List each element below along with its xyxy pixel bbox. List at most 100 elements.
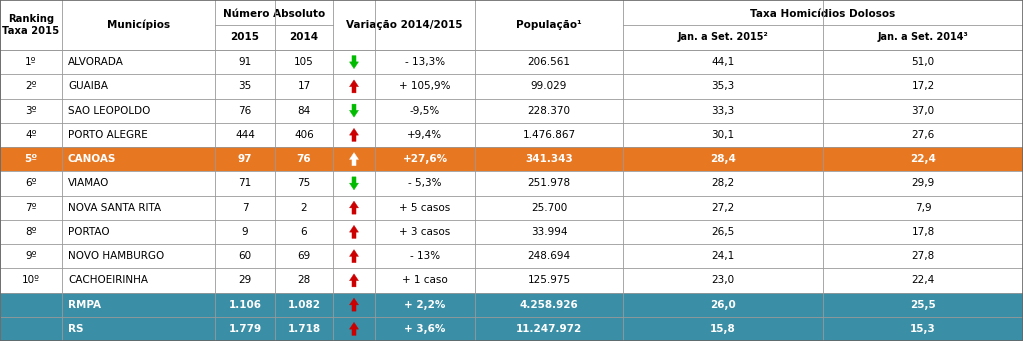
Text: RS: RS [68, 324, 84, 334]
Text: 2015: 2015 [230, 31, 260, 42]
Polygon shape [350, 104, 358, 117]
Text: 341.343: 341.343 [525, 154, 573, 164]
Text: + 3,6%: + 3,6% [404, 324, 446, 334]
Text: - 5,3%: - 5,3% [408, 178, 442, 188]
Text: NOVO HAMBURGO: NOVO HAMBURGO [68, 251, 165, 261]
Text: Variação 2014/2015: Variação 2014/2015 [346, 20, 462, 30]
Bar [0, 50, 1023, 74]
Text: 1.718: 1.718 [287, 324, 320, 334]
Text: 23,0: 23,0 [711, 276, 735, 285]
Polygon shape [350, 274, 358, 287]
Text: - 13%: - 13% [410, 251, 440, 261]
Text: SAO LEOPOLDO: SAO LEOPOLDO [68, 106, 150, 116]
Text: GUAIBA: GUAIBA [68, 81, 108, 91]
Text: 76: 76 [238, 106, 252, 116]
Bar [0, 147, 1023, 171]
Bar [0, 317, 1023, 341]
Text: 84: 84 [298, 106, 311, 116]
Text: 76: 76 [297, 154, 311, 164]
Text: 35: 35 [238, 81, 252, 91]
Text: CANOAS: CANOAS [68, 154, 117, 164]
Text: 105: 105 [295, 57, 314, 67]
Text: 6: 6 [301, 227, 307, 237]
Polygon shape [350, 56, 358, 69]
Text: 33,3: 33,3 [711, 106, 735, 116]
Text: População¹: População¹ [517, 20, 582, 30]
Text: 9: 9 [241, 227, 249, 237]
Bar [0, 293, 1023, 317]
Text: -9,5%: -9,5% [410, 106, 440, 116]
Text: 25.700: 25.700 [531, 203, 567, 213]
Text: 4º: 4º [26, 130, 37, 140]
Text: 10º: 10º [23, 276, 40, 285]
Text: + 1 caso: + 1 caso [402, 276, 448, 285]
Text: 7º: 7º [26, 203, 37, 213]
Text: NOVA SANTA RITA: NOVA SANTA RITA [68, 203, 162, 213]
Text: 206.561: 206.561 [528, 57, 571, 67]
Text: 28: 28 [298, 276, 311, 285]
Text: 17,8: 17,8 [911, 227, 935, 237]
Bar [0, 74, 1023, 99]
Text: + 5 casos: + 5 casos [399, 203, 450, 213]
Text: VIAMAO: VIAMAO [68, 178, 109, 188]
Polygon shape [350, 80, 358, 93]
Text: PORTO ALEGRE: PORTO ALEGRE [68, 130, 147, 140]
Text: 444: 444 [235, 130, 255, 140]
Text: 71: 71 [238, 178, 252, 188]
Text: - 13,3%: - 13,3% [405, 57, 445, 67]
Text: 22,4: 22,4 [910, 154, 936, 164]
Text: 29: 29 [238, 276, 252, 285]
Text: 29,9: 29,9 [911, 178, 935, 188]
Bar [0, 244, 1023, 268]
Text: + 2,2%: + 2,2% [404, 300, 446, 310]
Polygon shape [350, 153, 358, 166]
Bar [0, 171, 1023, 195]
Bar [0, 99, 1023, 123]
Text: 37,0: 37,0 [911, 106, 935, 116]
Text: 28,4: 28,4 [710, 154, 736, 164]
Text: 1.106: 1.106 [228, 300, 262, 310]
Polygon shape [350, 298, 358, 311]
Text: Jan. a Set. 2015²: Jan. a Set. 2015² [677, 31, 768, 42]
Text: PORTAO: PORTAO [68, 227, 109, 237]
Bar [0, 195, 1023, 220]
Text: 1.082: 1.082 [287, 300, 320, 310]
Text: 30,1: 30,1 [711, 130, 735, 140]
Text: 7: 7 [241, 203, 249, 213]
Text: Jan. a Set. 2014³: Jan. a Set. 2014³ [878, 31, 969, 42]
Text: Municípios: Municípios [107, 20, 170, 30]
Bar [0, 123, 1023, 147]
Text: 251.978: 251.978 [528, 178, 571, 188]
Text: 91: 91 [238, 57, 252, 67]
Text: + 105,9%: + 105,9% [399, 81, 451, 91]
Text: 24,1: 24,1 [711, 251, 735, 261]
Bar [0, 268, 1023, 293]
Text: 60: 60 [238, 251, 252, 261]
Polygon shape [350, 322, 358, 336]
Polygon shape [350, 177, 358, 190]
Text: 25,5: 25,5 [910, 300, 936, 310]
Polygon shape [350, 201, 358, 214]
Polygon shape [350, 250, 358, 263]
Text: 125.975: 125.975 [528, 276, 571, 285]
Text: 35,3: 35,3 [711, 81, 735, 91]
Text: 2: 2 [301, 203, 307, 213]
Text: 22,4: 22,4 [911, 276, 935, 285]
Text: 1.779: 1.779 [228, 324, 262, 334]
Text: 9º: 9º [26, 251, 37, 261]
Text: 75: 75 [298, 178, 311, 188]
Text: CACHOEIRINHA: CACHOEIRINHA [68, 276, 148, 285]
Text: + 3 casos: + 3 casos [399, 227, 450, 237]
Polygon shape [350, 128, 358, 142]
Bar [0, 220, 1023, 244]
Text: 5º: 5º [25, 154, 38, 164]
Text: 248.694: 248.694 [528, 251, 571, 261]
Text: 26,5: 26,5 [711, 227, 735, 237]
Text: ALVORADA: ALVORADA [68, 57, 124, 67]
Text: 33.994: 33.994 [531, 227, 567, 237]
Text: 44,1: 44,1 [711, 57, 735, 67]
Text: 15,3: 15,3 [910, 324, 936, 334]
Text: 228.370: 228.370 [528, 106, 571, 116]
Text: 1.476.867: 1.476.867 [523, 130, 576, 140]
Text: Número Absoluto: Número Absoluto [223, 9, 325, 19]
